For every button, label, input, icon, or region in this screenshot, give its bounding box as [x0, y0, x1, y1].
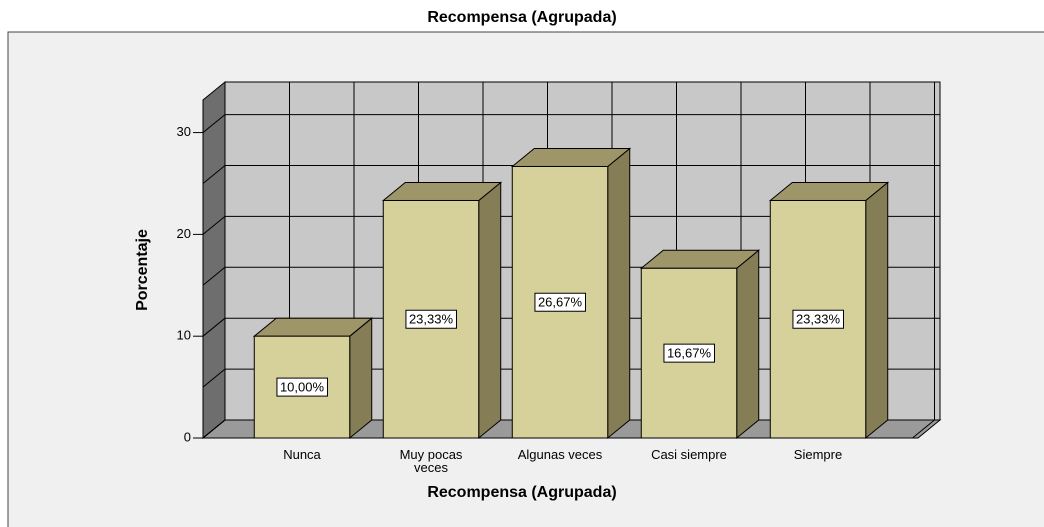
side-grid-line	[202, 317, 226, 337]
value-label-box	[663, 343, 715, 363]
side-grid-line	[202, 266, 226, 286]
x-tick-label: Casi siempre	[651, 448, 727, 462]
side-grid-line	[202, 165, 226, 184]
value-label-box	[534, 292, 586, 312]
x-tick-label: Siempre	[793, 448, 843, 462]
side-grid-line	[202, 215, 226, 235]
value-label: 23,33%	[409, 312, 454, 327]
value-label-box	[405, 309, 457, 329]
y-tick-label: 0	[184, 429, 191, 444]
y-axis-title: Porcentaje	[134, 229, 151, 311]
x-tick-label: Nunca	[283, 448, 321, 462]
value-label: 26,67%	[538, 295, 583, 310]
value-label-box	[792, 309, 844, 329]
x-tick-wrap: Algunas veces	[517, 448, 603, 462]
x-tick-wrap: Nunca	[283, 448, 321, 462]
bar-side	[349, 317, 373, 440]
x-tick-label: Muy pocas veces	[399, 448, 463, 475]
x-tick-wrap: Casi siempre	[651, 448, 727, 462]
bar-side	[607, 147, 631, 440]
chart-title: Recompensa (Agrupada)	[427, 9, 616, 26]
value-label-box	[276, 377, 328, 397]
x-tick-wrap: Muy pocas veces	[399, 448, 463, 475]
bar	[639, 249, 761, 440]
bar	[381, 181, 503, 440]
value-label: 23,33%	[796, 312, 841, 327]
bar-side	[736, 249, 760, 440]
y-tick-label: 20	[177, 226, 191, 241]
bar	[252, 317, 374, 440]
bar-side	[478, 181, 502, 440]
x-tick-label: Algunas veces	[517, 448, 603, 462]
floor-grid	[912, 419, 935, 439]
side-grid-line	[202, 419, 226, 439]
y-tick-label: 10	[177, 328, 191, 343]
value-label: 16,67%	[667, 346, 712, 361]
x-tick-wrap: Siempre	[793, 448, 843, 462]
x-axis-title: Recompensa (Agrupada)	[427, 484, 616, 501]
value-label: 10,00%	[280, 380, 325, 395]
side-grid-line	[202, 114, 226, 133]
y-tick-label: 30	[177, 124, 191, 139]
bar-side	[865, 181, 889, 440]
side-grid-line	[202, 368, 226, 388]
